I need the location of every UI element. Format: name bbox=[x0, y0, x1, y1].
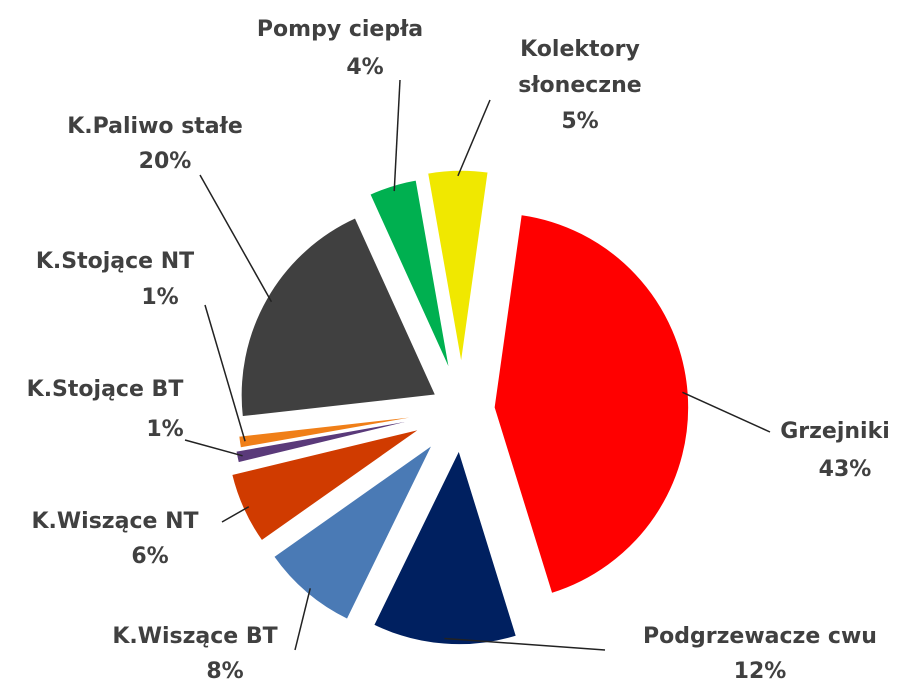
label-line: Kolektory bbox=[520, 37, 640, 62]
leader-line bbox=[221, 506, 250, 523]
slice-label: K.Stojące BT bbox=[27, 377, 184, 402]
value-label: 43% bbox=[819, 457, 872, 482]
value-label: 12% bbox=[734, 659, 787, 684]
slice-label: Kolektory słoneczne bbox=[518, 37, 641, 98]
leader-line bbox=[184, 439, 243, 457]
pie-slice bbox=[372, 447, 518, 646]
label-line: słoneczne bbox=[518, 73, 641, 98]
value-label: 4% bbox=[346, 55, 383, 80]
value-label: 1% bbox=[141, 285, 178, 310]
value-label: 8% bbox=[206, 659, 243, 684]
value-label: 5% bbox=[561, 109, 598, 134]
leader-line bbox=[199, 174, 273, 303]
pie-slice bbox=[426, 169, 490, 366]
leader-line bbox=[457, 99, 491, 177]
pie-slice bbox=[493, 213, 690, 595]
value-label: 1% bbox=[146, 417, 183, 442]
slice-label: Grzejniki bbox=[780, 419, 890, 444]
pie-slice bbox=[234, 416, 428, 464]
value-label: 6% bbox=[131, 544, 168, 569]
leader-line bbox=[444, 637, 606, 651]
slice-label: K.Wiszące BT bbox=[112, 624, 277, 649]
pie-slice bbox=[240, 216, 438, 418]
slice-label: K.Wiszące NT bbox=[32, 509, 199, 534]
pie-slice bbox=[237, 413, 433, 450]
leader-line bbox=[294, 588, 311, 651]
slice-label: Podgrzewacze cwu bbox=[643, 624, 877, 649]
slice-label: K.Stojące NT bbox=[36, 249, 194, 274]
leader-line bbox=[682, 391, 771, 433]
pie-slice bbox=[368, 178, 451, 373]
leader-line bbox=[204, 304, 246, 442]
slice-label: K.Paliwo stałe bbox=[67, 114, 243, 139]
pie-slice bbox=[272, 443, 434, 621]
leader-line bbox=[393, 79, 401, 192]
value-label: 20% bbox=[139, 149, 192, 174]
slice-label: Pompy ciepła bbox=[257, 17, 423, 42]
